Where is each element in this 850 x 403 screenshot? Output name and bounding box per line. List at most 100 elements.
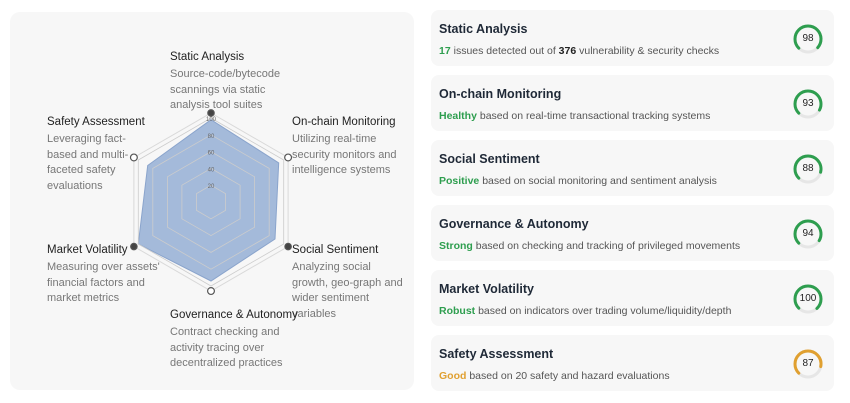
score-gauge: 100 (792, 283, 824, 315)
radar-vertex-marker (207, 109, 215, 117)
axis-description-line: scannings via static (170, 83, 266, 96)
card-highlight: Positive (439, 175, 480, 187)
score-gauge: 94 (792, 218, 824, 250)
card-text: based on real-time transactional trackin… (476, 110, 711, 122)
score-card: On-chain Monitoring Healthy based on real… (431, 75, 834, 131)
gauge-ring (793, 219, 823, 249)
axis-description-line: Analyzing social (292, 261, 371, 273)
radar-vertex-marker (284, 242, 292, 251)
card-text: issues detected out of (450, 45, 559, 57)
card-title: Social Sentiment (439, 152, 540, 166)
axis-description-line: market metrics (47, 292, 120, 304)
radar-axis-label: Static Analysis Source-code/bytecode scann… (170, 50, 280, 114)
radar-vertex-marker (130, 242, 138, 251)
axis-title: Static Analysis (170, 51, 245, 63)
axis-description: Utilizing real-time security monitors and… (292, 132, 397, 179)
axis-description-line: security monitors and (292, 148, 397, 161)
axis-description: Contract checking and activity tracing ov… (170, 325, 298, 372)
radar-tick-label: 20 (208, 184, 215, 190)
axis-description-line: Utilizing real-time (292, 133, 377, 145)
score-gauge: 88 (792, 153, 824, 185)
axis-title: Governance & Autonomy (170, 309, 298, 321)
axis-description-line: intelligence systems (292, 164, 391, 176)
gauge-arc (793, 219, 823, 249)
card-title: Market Volatility (439, 282, 534, 296)
radar-data-area (137, 119, 280, 282)
score-gauge: 87 (792, 348, 824, 380)
gauge-arc (793, 24, 823, 54)
gauge-arc (793, 284, 823, 314)
axis-description-line: variables (292, 307, 337, 320)
card-title: Governance & Autonomy (439, 217, 589, 231)
axis-description-line: wider sentiment (292, 292, 370, 304)
axis-description-line: faceted safety (47, 164, 116, 176)
card-highlight: Strong (439, 240, 473, 252)
axis-description: Analyzing social growth, geo-graph and wid… (292, 260, 403, 322)
axis-description: Source-code/bytecode scannings via static… (170, 67, 280, 114)
gauge-ring (793, 154, 823, 184)
axis-description-line: decentralized practices (170, 357, 283, 369)
axis-description: Measuring over assets' financial factors … (47, 260, 160, 307)
card-description: Robust based on indicators over trading … (439, 304, 826, 318)
radar-axis-label: Safety Assessment Leveraging fact-based a… (47, 115, 145, 194)
gauge-ring (793, 24, 823, 54)
card-title: Safety Assessment (439, 347, 554, 361)
score-card: Static Analysis 17 issues detected out of… (431, 10, 834, 66)
card-description: Healthy based on real-time transactional… (439, 109, 826, 123)
axis-description-line: financial factors and (47, 276, 145, 289)
axis-description-line: Leveraging fact- (47, 133, 126, 145)
score-card: Social Sentiment Positive based on social… (431, 140, 834, 196)
gauge-arc (793, 89, 823, 119)
axis-description: Leveraging fact-based and multi-faceted … (47, 132, 145, 194)
card-description: Positive based on social monitoring and … (439, 174, 826, 188)
gauge-ring (793, 349, 823, 379)
axis-title: Social Sentiment (292, 244, 379, 256)
radar-axis-label: Market Volatility Measuring over assets' f… (47, 243, 160, 307)
card-description: Strong based on checking and tracking of… (439, 239, 826, 253)
radar-chart: 20 40 60 80 100 (129, 109, 293, 296)
card-highlight: Robust (439, 305, 476, 317)
card-highlight: Good (439, 370, 467, 382)
score-card: Safety Assessment Good based on 20 safety… (431, 335, 834, 391)
card-text: based on checking and tracking of privil… (472, 240, 741, 252)
card-number: 376 (558, 45, 577, 57)
radar-axis-label: Governance & Autonomy Contract checking a… (170, 308, 298, 372)
radar-grid-ring (196, 184, 226, 220)
card-description: 17 issues detected out of 376 vulnerabil… (439, 44, 826, 58)
card-highlight: Healthy (439, 110, 477, 122)
radar-axis-label: Social Sentiment Analyzing social growth, … (292, 243, 403, 322)
radar-tick-label: 40 (208, 167, 215, 173)
card-title: On-chain Monitoring (439, 87, 562, 101)
axis-title: Safety Assessment (47, 116, 145, 128)
radar-vertex-marker (284, 153, 293, 162)
score-card: Governance & Autonomy Strong based on che… (431, 205, 834, 261)
card-text: based on social monitoring and sentiment… (479, 175, 717, 187)
radar-grid-ring (152, 134, 270, 270)
radar-grid-ring (137, 117, 285, 287)
radar-vertex-marker (207, 287, 216, 296)
gauge-ring (793, 89, 823, 119)
axis-description-line: Source-code/bytecode (170, 68, 281, 80)
radar-vertex-marker (129, 153, 138, 162)
axis-description-line: growth, geo-graph and (292, 276, 403, 289)
gauge-score: 98 (802, 33, 814, 44)
score-gauge: 93 (792, 88, 824, 120)
axis-title: Market Volatility (47, 244, 128, 256)
radar-tick-label: 100 (206, 117, 217, 123)
score-card: Market Volatility Robust based on indicat… (431, 270, 834, 326)
radar-tick-label: 80 (208, 134, 215, 140)
gauge-arc (793, 154, 823, 184)
gauge-score: 93 (802, 98, 814, 109)
radar-grid-ring (166, 151, 256, 253)
gauge-score: 88 (802, 163, 814, 174)
card-description: Good based on 20 safety and hazard evalu… (439, 369, 826, 383)
axis-description-line: Contract checking and (170, 326, 280, 338)
gauge-ring (793, 284, 823, 314)
axis-description-line: based and multi- (47, 148, 129, 161)
gauge-arc (793, 349, 823, 379)
gauge-score: 100 (799, 293, 817, 304)
score-gauge: 98 (792, 23, 824, 55)
card-text: based on 20 safety and hazard evaluation… (466, 370, 670, 382)
radar-axis-label: On-chain Monitoring Utilizing real-time se… (292, 115, 397, 179)
card-text: based on indicators over trading volume/… (475, 305, 732, 317)
